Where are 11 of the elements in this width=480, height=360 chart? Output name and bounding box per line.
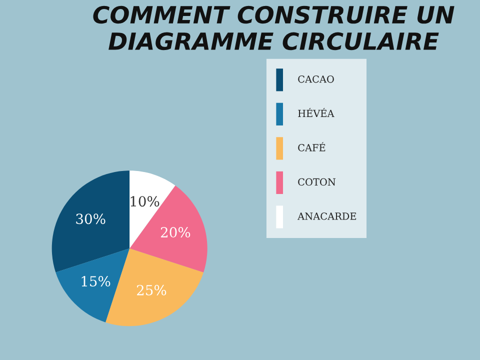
data-label: 30% [76,214,106,224]
data-label: 20% [160,227,190,238]
legend-label: HÉVÉA [298,108,334,117]
data-label: 25% [136,284,166,296]
legend-label: COTON [298,178,336,186]
chart-title: COMMENT CONSTRUIRE UN DIAGRAMME CIRCULAIRE [93,6,454,50]
legend-label: ANACARDE [298,212,356,220]
legend-label: CAFÉ [298,142,326,152]
data-label: 10% [130,196,160,207]
legend-label: CACAO [298,75,334,83]
data-label: 15% [82,276,110,287]
